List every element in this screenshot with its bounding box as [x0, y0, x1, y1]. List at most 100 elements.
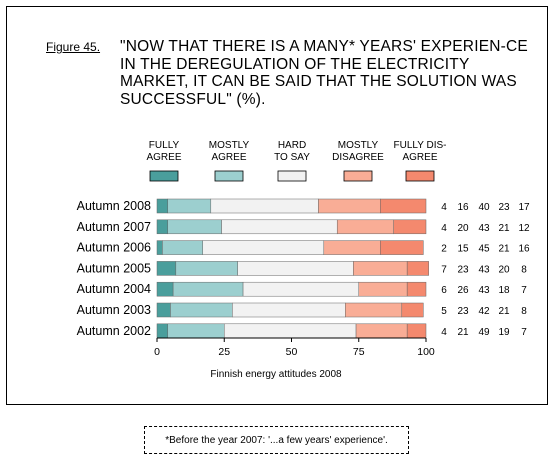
bar-segment	[237, 261, 354, 276]
bar-segment	[380, 240, 424, 255]
bar-segment	[224, 323, 357, 339]
value-label: 12	[518, 223, 530, 234]
bar-segment	[156, 219, 169, 235]
bar-segment	[221, 219, 338, 235]
value-label: 21	[498, 223, 510, 234]
value-label: 2	[441, 244, 447, 255]
bar-segment	[393, 219, 427, 235]
chart-title: "NOW THAT THERE IS A MANY* YEARS' EXPERI…	[120, 38, 528, 108]
legend-label: FULLY	[149, 140, 180, 151]
legend-swatch	[405, 170, 435, 182]
value-label: 21	[457, 327, 469, 338]
x-tick-label: 50	[286, 346, 298, 358]
legend-label: TO SAY	[274, 152, 310, 163]
category-label: Autumn 2005	[77, 261, 151, 275]
category-label: Autumn 2003	[77, 303, 151, 317]
bar-segment	[156, 323, 169, 339]
figure-label: Figure 45.	[46, 40, 101, 54]
value-label: 16	[518, 244, 530, 255]
category-label: Autumn 2004	[77, 282, 151, 296]
value-label: 19	[498, 327, 510, 338]
value-label: 45	[478, 244, 490, 255]
category-label: Autumn 2006	[77, 241, 151, 255]
value-label: 42	[478, 306, 490, 317]
bar-segment	[172, 281, 244, 297]
bar-segment	[175, 261, 238, 276]
footnote: *Before the year 2007: '...a few years' …	[144, 426, 409, 454]
value-label: 5	[441, 306, 447, 317]
value-label: 7	[521, 285, 527, 296]
bar-segment	[380, 198, 427, 214]
value-label: 43	[478, 223, 490, 234]
bar-segment	[156, 261, 177, 276]
bar-segment	[358, 281, 408, 297]
bar-segment	[202, 240, 325, 255]
bar-segment	[162, 240, 203, 255]
bar-segment	[345, 302, 403, 318]
bar-segment	[156, 198, 169, 214]
value-label: 43	[478, 285, 490, 296]
bar-segment	[156, 281, 174, 297]
value-label: 49	[478, 327, 490, 338]
figure-frame	[6, 6, 548, 405]
value-label: 20	[457, 223, 469, 234]
bar-segment	[318, 198, 381, 214]
x-tick-label: 75	[353, 346, 365, 358]
value-label: 7	[441, 264, 447, 275]
x-tick-label: 0	[154, 346, 160, 358]
bar-segment	[323, 240, 381, 255]
bar-segment	[406, 281, 427, 297]
bar-segment	[355, 323, 408, 339]
value-label: 23	[498, 202, 510, 213]
bar-segment	[167, 219, 222, 235]
value-label: 21	[498, 306, 510, 317]
legend-swatch	[277, 170, 307, 182]
legend-label: MOSTLY	[338, 140, 379, 151]
bar-segment	[401, 302, 424, 318]
legend-label: MOSTLY	[209, 140, 250, 151]
value-label: 20	[498, 264, 510, 275]
value-label: 15	[457, 244, 469, 255]
legend-label: AGREE	[146, 152, 181, 163]
value-label: 4	[441, 223, 447, 234]
legend-label: AGREE	[211, 152, 246, 163]
category-label: Autumn 2002	[77, 324, 151, 338]
legend-label: DISAGREE	[332, 152, 384, 163]
x-axis: 0 25 50 75 100	[154, 337, 435, 358]
bars: Autumn 2008 Autumn 2007 Autumn 2006 Autumn …	[77, 198, 429, 339]
legend-swatch	[149, 170, 179, 182]
bar-segment	[170, 302, 233, 318]
value-label: 23	[457, 264, 469, 275]
bar-segment	[336, 219, 394, 235]
legend-item: FULLY DIS-AGREE	[394, 140, 447, 182]
value-label: 40	[478, 202, 490, 213]
value-label: 6	[441, 285, 447, 296]
bar-segment	[167, 198, 212, 214]
bar-segment	[156, 302, 171, 318]
value-label: 43	[478, 264, 490, 275]
value-label: 26	[457, 285, 469, 296]
value-label: 4	[441, 202, 447, 213]
category-label: Autumn 2008	[77, 199, 151, 213]
bar-segment	[232, 302, 346, 318]
bar-segment	[406, 323, 427, 339]
legend-label: FULLY DIS-	[394, 140, 447, 151]
x-tick-label: 100	[417, 346, 435, 358]
value-label: 4	[441, 327, 447, 338]
value-label: 8	[521, 306, 527, 317]
legend-label: HARD	[278, 140, 306, 151]
value-label: 18	[498, 285, 510, 296]
bar-segment	[210, 198, 319, 214]
value-label: 7	[521, 327, 527, 338]
bar-segment	[406, 261, 429, 276]
category-label: Autumn 2007	[77, 220, 151, 234]
legend-swatch	[343, 170, 373, 182]
bar-segment	[353, 261, 408, 276]
value-columns: 4 16 40 23 174 20 43 21 122 15 45 21 167 23 43 20 86 26 43…	[441, 202, 530, 338]
x-tick-label: 25	[218, 346, 230, 358]
